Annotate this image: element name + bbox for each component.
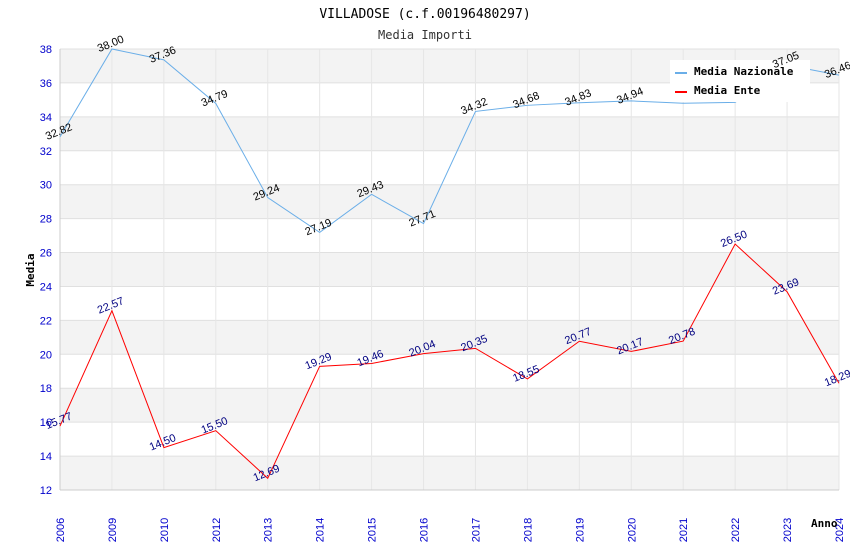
x-tick-label: 2021 <box>678 518 690 542</box>
y-tick-label: 12 <box>40 485 52 497</box>
y-tick-labels: 12 14 16 18 20 22 24 26 28 30 32 34 36 38 <box>40 44 52 497</box>
y-tick-label: 14 <box>40 451 52 463</box>
x-tick-label: 2020 <box>626 518 638 542</box>
data-label-ente: 15.77 <box>44 411 74 432</box>
y-tick-label: 24 <box>40 281 52 293</box>
y-tick-label: 26 <box>40 248 52 260</box>
x-tick-label: 2018 <box>522 518 534 542</box>
x-tick-label: 2013 <box>263 518 275 542</box>
y-tick-label: 20 <box>40 349 52 361</box>
y-tick-label: 18 <box>40 383 52 395</box>
y-tick-label: 28 <box>40 214 52 226</box>
y-axis-label: Media <box>24 253 37 286</box>
y-tick-label: 38 <box>40 44 52 56</box>
x-axis-label: Anno <box>811 517 838 530</box>
data-label-ente: 18.55 <box>511 363 541 384</box>
x-tick-label: 2012 <box>211 518 223 542</box>
x-tick-label: 2014 <box>315 518 327 542</box>
x-tick-label: 2016 <box>419 518 431 542</box>
grid-band <box>60 116 839 151</box>
data-label-ente: 18.29 <box>823 368 850 389</box>
legend-label-nazionale: Media Nazionale <box>694 65 794 78</box>
data-label-ente: 14.50 <box>148 432 178 453</box>
data-label-nazionale: 34.68 <box>511 90 541 111</box>
x-tick-label: 2009 <box>107 518 119 542</box>
y-tick-label: 32 <box>40 146 52 158</box>
data-label-nazionale: 34.79 <box>200 88 230 109</box>
x-tick-label: 2010 <box>159 518 171 542</box>
grid-band <box>60 184 839 219</box>
grid-band <box>60 388 839 423</box>
y-tick-label: 30 <box>40 180 52 192</box>
chart-title: VILLADOSE (c.f.00196480297) <box>319 7 530 22</box>
legend-label-ente: Media Ente <box>694 84 761 97</box>
x-tick-label: 2024 <box>834 518 846 542</box>
data-label-nazionale: 34.83 <box>563 87 593 108</box>
x-tick-labels: 2006 2009 2010 2012 2013 2014 2015 2016 2017 2018… <box>55 518 846 542</box>
series-line-ente <box>59 243 840 480</box>
grid-band <box>60 320 839 355</box>
x-tick-label: 2017 <box>470 518 482 542</box>
axes <box>59 49 839 491</box>
series-lines <box>59 48 840 480</box>
x-tick-label: 2019 <box>574 518 586 542</box>
grid-band <box>60 252 839 287</box>
legend-box <box>670 60 810 102</box>
y-tick-label: 22 <box>40 315 52 327</box>
chart-subtitle: Media Importi <box>378 28 472 42</box>
x-tick-label: 2015 <box>367 518 379 542</box>
x-tick-label: 2006 <box>55 518 67 542</box>
data-label-nazionale: 27.19 <box>304 217 334 238</box>
x-tick-label: 2022 <box>730 518 742 542</box>
y-tick-label: 34 <box>40 112 52 124</box>
y-tick-label: 36 <box>40 78 52 90</box>
x-tick-label: 2023 <box>782 518 794 542</box>
y-tick-label: 16 <box>40 417 52 429</box>
grid-band <box>60 456 839 490</box>
data-label-nazionale: 34.94 <box>615 85 645 106</box>
legend: Media Nazionale Media Ente <box>670 60 810 102</box>
grid-bands <box>60 49 839 490</box>
series-line-nazionale <box>59 48 840 233</box>
